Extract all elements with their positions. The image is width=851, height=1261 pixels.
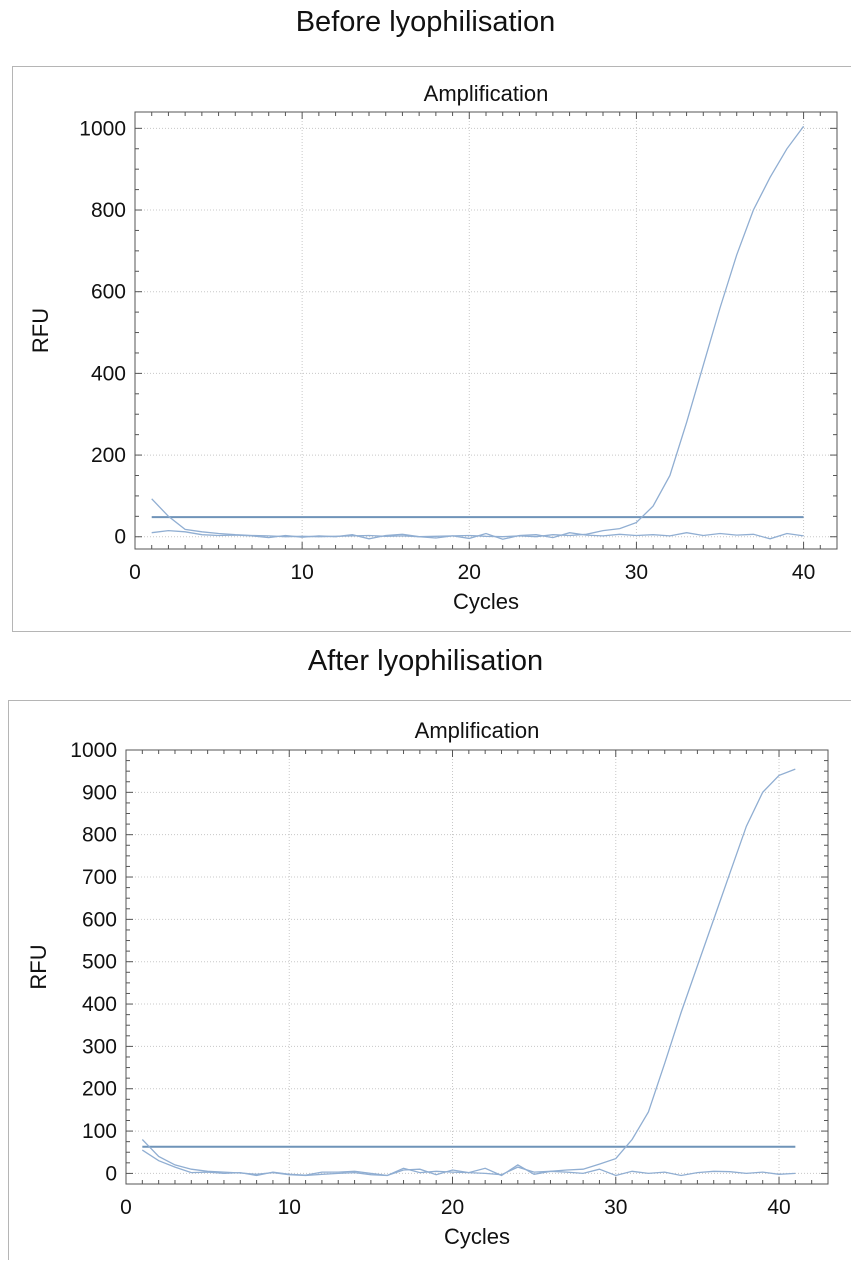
chart0-x-tick-label: 20 — [458, 561, 481, 584]
chart1-y-tick-label: 0 — [105, 1162, 117, 1185]
chart-panel-before: Amplification 0 10 20 30 40 0 200 400 600 800 1000 C… — [12, 66, 851, 632]
chart0-y-tick-label: 800 — [91, 199, 126, 222]
chart1-y-axis-label: RFU — [26, 944, 51, 989]
chart0-y-tick-label: 1000 — [79, 117, 126, 140]
chart0-y-axis-label: RFU — [28, 308, 53, 353]
chart1-y-tick-label: 400 — [82, 993, 117, 1016]
chart1-series-1-line — [141, 768, 796, 1177]
chart1-y-tick-label: 900 — [82, 781, 117, 804]
chart1-y-tick-label: 500 — [82, 951, 117, 974]
chart0-x-tick-label: 0 — [129, 561, 141, 584]
chart1-x-tick-label: 10 — [278, 1196, 301, 1219]
chart-heading-before: Before lyophilisation — [295, 6, 556, 38]
chart1-y-tick-label: 200 — [82, 1078, 117, 1101]
chart1-y-tick-label: 800 — [82, 824, 117, 847]
chart0-plot-frame — [134, 111, 838, 550]
chart0-x-tick-label: 30 — [625, 561, 648, 584]
chart0-title: Amplification — [424, 81, 549, 106]
chart0-y-tick-label: 600 — [91, 281, 126, 304]
chart0-y-tick-label: 0 — [114, 526, 126, 549]
chart1-x-tick-label: 40 — [767, 1196, 790, 1219]
chart1-y-tick-label: 1000 — [70, 739, 117, 762]
chart1-x-tick-label: 20 — [441, 1196, 464, 1219]
chart0-series-1-line — [151, 125, 805, 538]
chart1-title: Amplification — [415, 718, 540, 743]
chart0-y-tick-label: 200 — [91, 444, 126, 467]
chart0-x-tick-label: 40 — [792, 561, 815, 584]
chart1-series-2-line — [141, 1149, 796, 1177]
chart-panel-after: Amplification 0 10 20 30 40 0 100 200 300 400 500 60… — [8, 700, 851, 1260]
chart1-y-tick-label: 600 — [82, 908, 117, 931]
chart1-plot-frame — [125, 749, 829, 1185]
chart1-y-tick-label: 100 — [82, 1120, 117, 1143]
chart0-series-2-line — [151, 529, 804, 540]
chart1-y-tick-label: 700 — [82, 866, 117, 889]
chart1-y-tick-label: 300 — [82, 1035, 117, 1058]
chart1-x-tick-label: 0 — [120, 1196, 132, 1219]
chart0-x-axis-label: Cycles — [453, 589, 519, 614]
chart1-x-tick-label: 30 — [604, 1196, 627, 1219]
chart1-x-axis-label: Cycles — [444, 1224, 510, 1249]
chart0-x-tick-label: 10 — [290, 561, 313, 584]
chart-heading-after: After lyophilisation — [307, 645, 544, 677]
chart0-y-tick-label: 400 — [91, 362, 126, 385]
